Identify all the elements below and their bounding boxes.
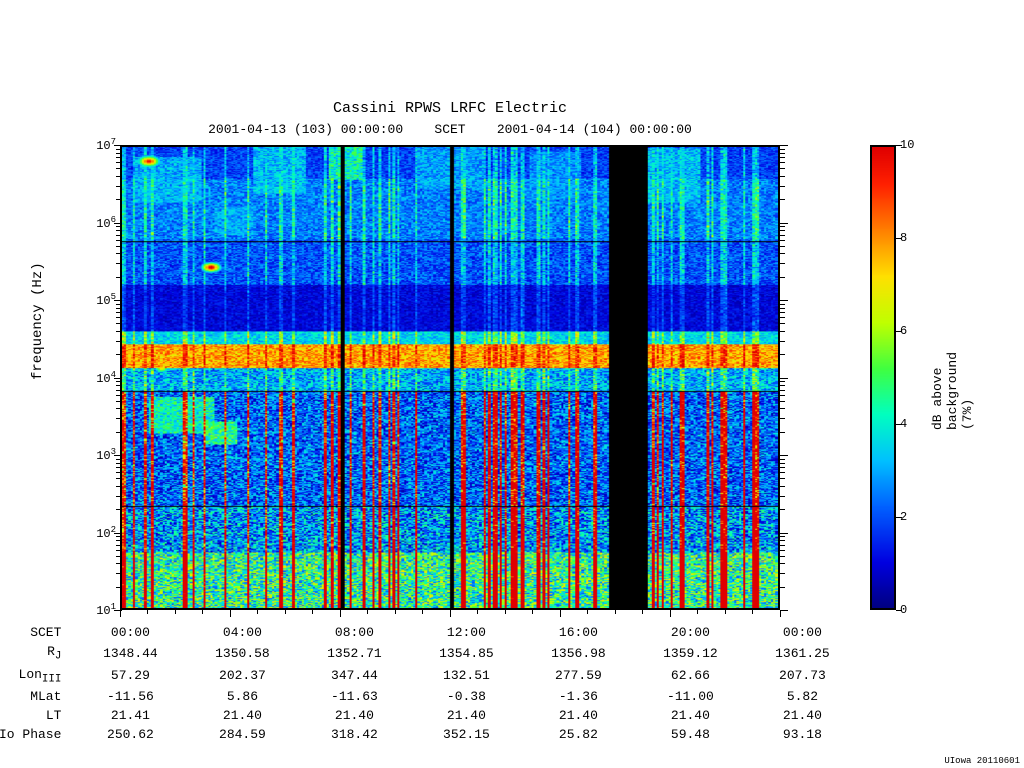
colorbar-label: dB above background (7%) xyxy=(930,336,975,430)
y-axis-label: frequency (Hz) xyxy=(30,262,46,380)
x-axis-ephemeris-table: SCET00:0004:0008:0012:0016:0020:0000:00R… xyxy=(0,622,859,745)
plot-title: Cassini RPWS LRFC Electric xyxy=(120,100,780,117)
colorbar xyxy=(870,145,896,610)
plot-subtitle: 2001-04-13 (103) 00:00:00 SCET 2001-04-1… xyxy=(120,122,780,137)
spectrogram-canvas xyxy=(122,147,778,608)
footer-credit: UIowa 20110601 xyxy=(944,756,1020,766)
spectrogram-plot xyxy=(120,145,780,610)
